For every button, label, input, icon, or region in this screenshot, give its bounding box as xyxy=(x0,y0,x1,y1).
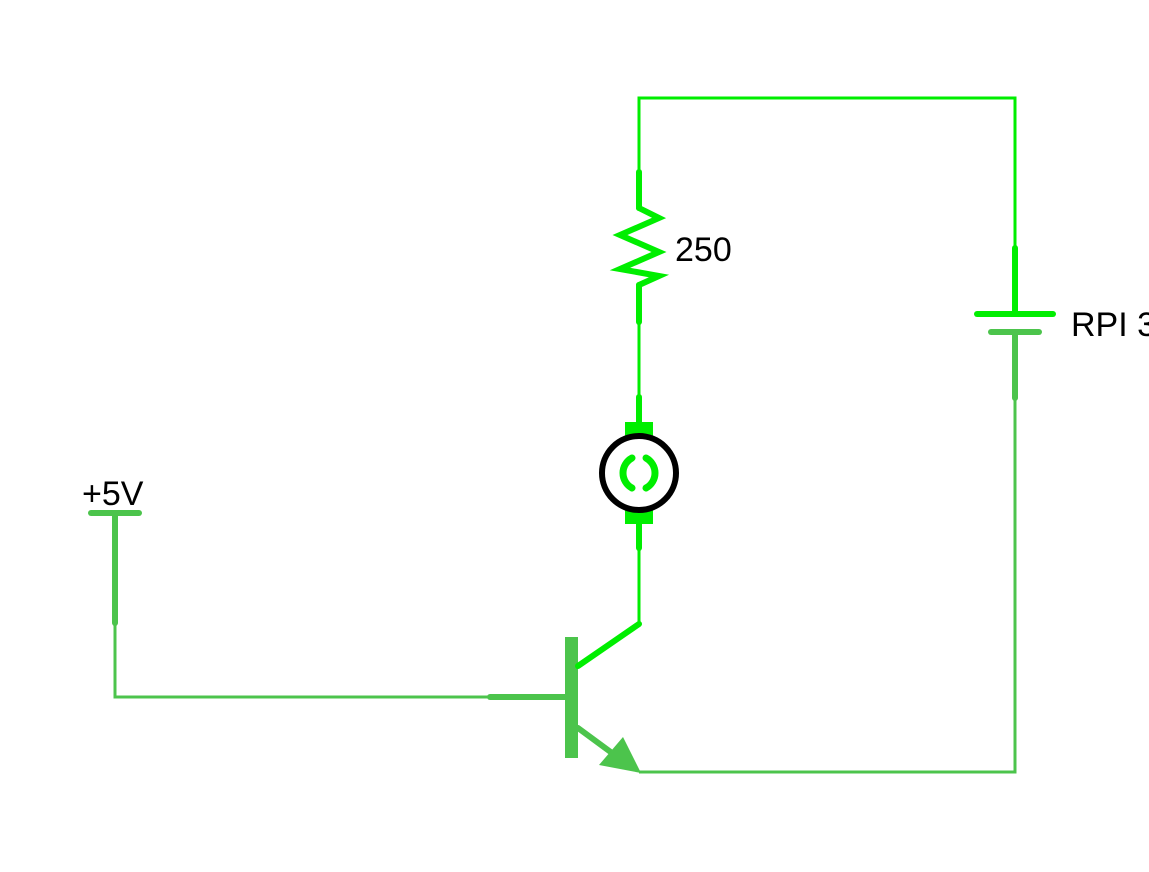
resistor-zigzag xyxy=(609,205,670,288)
transistor-collector xyxy=(575,621,642,669)
resistor-icon xyxy=(609,169,670,325)
motor-brush-right xyxy=(642,454,659,492)
dc-motor-icon xyxy=(599,394,679,551)
wire-supply-to-base xyxy=(113,623,490,699)
bottom-wires xyxy=(113,398,1017,774)
motor-terminal-bottom xyxy=(625,510,653,524)
wire-top xyxy=(637,96,1017,250)
motor-brush-left xyxy=(619,454,636,492)
transistor-emitter xyxy=(575,725,615,756)
motor-terminal-top xyxy=(625,422,653,436)
wire-battery-to-emitter xyxy=(639,398,1017,774)
resistor-value-label: 250 xyxy=(675,231,732,269)
battery-label: RPI 3 xyxy=(1071,306,1149,344)
supply-label: +5V xyxy=(82,475,144,513)
transistor-base-bar xyxy=(565,637,578,758)
motor-housing xyxy=(599,433,679,513)
transistor-emitter-arrow xyxy=(599,737,641,773)
supply-icon xyxy=(88,510,142,626)
top-loop-wires xyxy=(637,96,1017,624)
npn-transistor-icon xyxy=(487,621,642,773)
battery-icon xyxy=(974,245,1056,401)
